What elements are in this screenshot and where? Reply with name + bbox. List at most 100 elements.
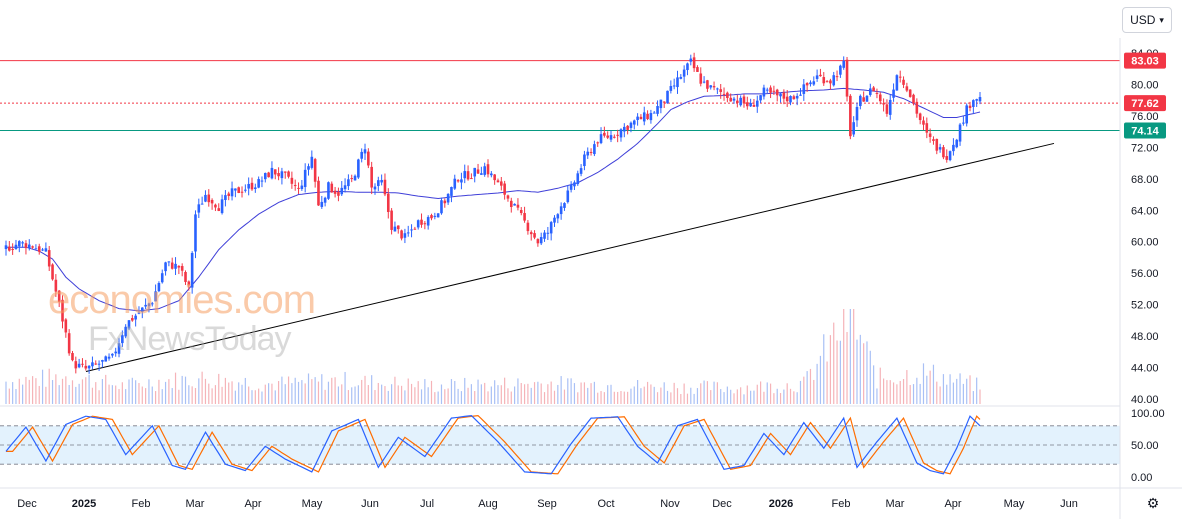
candle-body <box>446 193 450 203</box>
volume-bar <box>573 383 576 404</box>
candle-body <box>430 215 433 219</box>
candle-body <box>340 187 344 195</box>
volume-bar <box>5 381 7 404</box>
volume-bar <box>274 390 276 404</box>
candle-body <box>287 171 290 177</box>
candle-body <box>875 92 879 94</box>
volume-bar <box>68 384 70 404</box>
volume-bar <box>710 390 712 404</box>
volume-bar <box>125 389 127 404</box>
candle-body <box>131 318 134 321</box>
candle-body <box>300 185 304 189</box>
time-axis-label: Feb <box>132 498 151 510</box>
candle-body <box>819 74 822 77</box>
volume-bar <box>181 375 183 404</box>
volume-bar <box>111 385 113 404</box>
candle-body <box>576 173 580 185</box>
candle-body <box>908 89 912 97</box>
volume-bar <box>497 385 499 404</box>
volume-bar <box>922 363 925 404</box>
candle-body <box>87 365 91 369</box>
candle-body <box>805 83 809 86</box>
volume-bar <box>836 340 838 404</box>
volume-bar <box>55 374 57 404</box>
candle-body <box>569 184 573 190</box>
volume-bar <box>324 389 326 404</box>
candle-body <box>539 237 543 244</box>
candle-body <box>586 151 590 156</box>
volume-bar <box>65 376 67 404</box>
volume-bar <box>869 350 871 404</box>
volume-bar <box>487 391 489 404</box>
volume-bar <box>88 374 90 404</box>
volume-bar <box>570 378 572 404</box>
volume-bar <box>108 384 110 404</box>
volume-bar <box>826 361 828 404</box>
volume-bar <box>214 385 217 404</box>
volume-bar <box>786 383 788 404</box>
candle-body <box>749 102 752 107</box>
volume-bar <box>686 393 689 404</box>
currency-selector[interactable]: USD ▾ <box>1122 7 1172 33</box>
candle-body <box>81 363 84 365</box>
candle-body <box>320 201 324 207</box>
candle-body <box>410 229 413 231</box>
candle-body <box>187 281 191 286</box>
candle-body <box>94 363 98 365</box>
volume-bar <box>351 387 353 404</box>
volume-bar <box>334 377 336 404</box>
level-badge-text: 74.14 <box>1131 126 1159 138</box>
volume-bar <box>284 384 286 404</box>
candle-body <box>606 135 609 138</box>
volume-bar <box>819 355 822 404</box>
volume-bar <box>627 391 629 404</box>
candle-body <box>825 81 829 83</box>
candle-body <box>676 77 679 88</box>
candle-body <box>599 134 603 144</box>
candle-body <box>460 179 463 183</box>
volume-bar <box>204 378 207 404</box>
volume-bar <box>341 384 343 404</box>
candle-body <box>519 210 523 214</box>
volume-bar <box>666 390 669 404</box>
settings-gear-icon[interactable]: ⚙ <box>1146 495 1160 511</box>
volume-bar <box>656 392 659 404</box>
volume-bar <box>317 381 320 404</box>
candle-body <box>626 125 629 130</box>
volume-bar <box>430 380 433 404</box>
price-tick-label: 68.00 <box>1131 174 1159 186</box>
volume-bar <box>331 377 333 404</box>
volume-bar <box>384 386 386 404</box>
candle-body <box>91 362 94 367</box>
candle-body <box>214 204 217 208</box>
candle-body <box>144 304 147 307</box>
oscillator-tick-label: 100.00 <box>1131 408 1165 420</box>
candle-body <box>483 166 486 175</box>
volume-bar <box>467 387 469 404</box>
volume-bar <box>128 379 130 404</box>
candle-body <box>57 290 61 302</box>
volume-bar <box>932 364 935 404</box>
volume-bar <box>115 385 117 404</box>
candle-body <box>490 173 493 176</box>
candle-body <box>480 173 483 175</box>
candle-body <box>962 122 965 124</box>
candle-body <box>895 75 899 91</box>
candle-body <box>333 190 337 194</box>
volume-bar <box>640 388 642 404</box>
candle-body <box>436 213 440 218</box>
price-tick-label: 64.00 <box>1131 205 1159 217</box>
candle-body <box>257 179 260 188</box>
candle-body <box>386 193 390 212</box>
volume-bar <box>138 382 140 404</box>
volume-bar <box>773 393 775 404</box>
candle-body <box>849 95 852 137</box>
volume-bar <box>843 309 845 404</box>
volume-bar <box>307 373 310 404</box>
candle-body <box>755 100 759 107</box>
candle-body <box>972 100 975 107</box>
volume-bar <box>337 386 340 404</box>
volume-bar <box>676 388 679 404</box>
candle-body <box>878 94 882 102</box>
